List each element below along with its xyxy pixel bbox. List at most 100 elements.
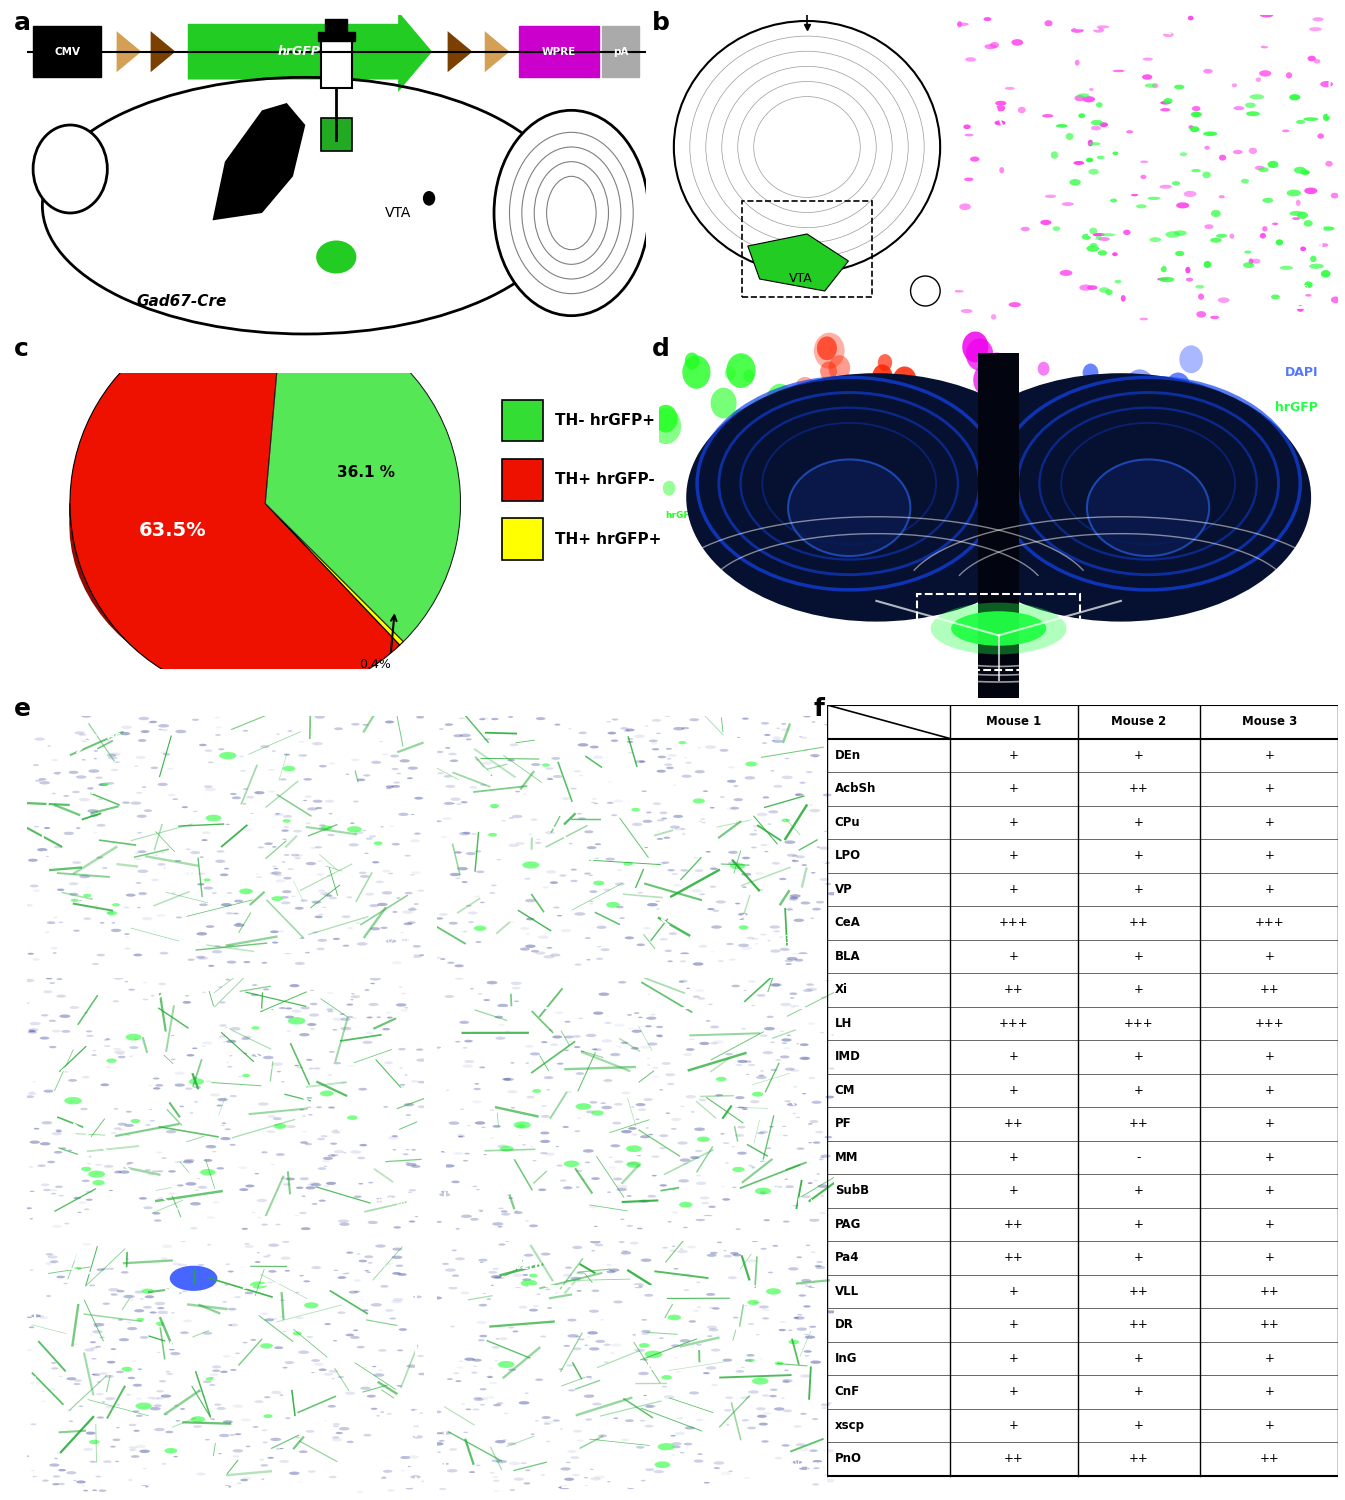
Ellipse shape (1139, 468, 1153, 484)
Ellipse shape (663, 837, 670, 839)
Ellipse shape (763, 1412, 772, 1414)
Ellipse shape (327, 1008, 334, 1011)
Ellipse shape (738, 918, 744, 920)
Ellipse shape (979, 381, 1003, 408)
Ellipse shape (648, 1134, 654, 1136)
Ellipse shape (312, 1203, 317, 1204)
Ellipse shape (500, 1278, 504, 1280)
Text: +++: +++ (999, 1017, 1029, 1031)
Ellipse shape (95, 1394, 104, 1395)
Ellipse shape (948, 453, 974, 483)
Ellipse shape (156, 1322, 164, 1326)
Ellipse shape (765, 1148, 772, 1149)
Ellipse shape (69, 771, 78, 774)
Ellipse shape (525, 898, 535, 903)
Ellipse shape (340, 1028, 351, 1030)
Ellipse shape (578, 732, 586, 734)
Ellipse shape (393, 1298, 403, 1302)
Ellipse shape (102, 867, 108, 868)
Wedge shape (265, 309, 460, 642)
Ellipse shape (617, 870, 623, 871)
Ellipse shape (1198, 294, 1204, 300)
Ellipse shape (204, 750, 213, 752)
Text: VP: VP (835, 884, 853, 896)
Ellipse shape (436, 918, 444, 920)
Ellipse shape (726, 354, 756, 388)
Ellipse shape (557, 915, 562, 916)
Ellipse shape (448, 753, 457, 756)
Ellipse shape (677, 1418, 683, 1419)
Ellipse shape (503, 1413, 508, 1414)
Ellipse shape (47, 1256, 58, 1258)
Ellipse shape (238, 1076, 243, 1077)
Ellipse shape (1260, 12, 1274, 18)
Text: IMD: IMD (835, 1050, 861, 1064)
Text: +: + (1134, 1419, 1143, 1432)
Ellipse shape (533, 1089, 541, 1094)
Text: b: b (652, 10, 670, 34)
Ellipse shape (324, 800, 334, 802)
Ellipse shape (508, 818, 514, 819)
Ellipse shape (252, 984, 257, 986)
Ellipse shape (385, 1062, 393, 1064)
Ellipse shape (418, 1082, 426, 1083)
Ellipse shape (377, 1200, 382, 1203)
Ellipse shape (685, 762, 693, 764)
Ellipse shape (1075, 94, 1084, 102)
Ellipse shape (1087, 459, 1209, 556)
Ellipse shape (479, 1066, 486, 1068)
Ellipse shape (725, 1053, 733, 1056)
Polygon shape (151, 32, 175, 72)
Ellipse shape (459, 1020, 469, 1025)
Ellipse shape (951, 413, 967, 432)
Text: 300 μm: 300 μm (374, 1460, 412, 1470)
Ellipse shape (621, 1041, 628, 1044)
Ellipse shape (515, 842, 525, 844)
Ellipse shape (656, 819, 664, 822)
Ellipse shape (382, 891, 393, 894)
Ellipse shape (464, 1154, 469, 1155)
Ellipse shape (56, 1131, 62, 1132)
Ellipse shape (609, 1166, 616, 1168)
Ellipse shape (522, 861, 539, 868)
Ellipse shape (367, 1262, 373, 1263)
Ellipse shape (373, 861, 379, 864)
Ellipse shape (363, 1310, 369, 1311)
Text: TH+ hrGFP-: TH+ hrGFP- (555, 472, 655, 488)
Ellipse shape (268, 1114, 276, 1118)
Ellipse shape (687, 1245, 695, 1248)
Ellipse shape (226, 912, 233, 915)
Text: +: + (1134, 1084, 1143, 1096)
Ellipse shape (43, 1190, 51, 1191)
Ellipse shape (153, 1088, 160, 1089)
Ellipse shape (613, 800, 623, 802)
Ellipse shape (775, 1059, 781, 1060)
Ellipse shape (811, 1101, 822, 1104)
Ellipse shape (200, 1046, 206, 1047)
Text: Xi: Xi (835, 984, 847, 996)
Ellipse shape (231, 796, 241, 800)
Ellipse shape (804, 1354, 810, 1356)
Ellipse shape (1061, 202, 1073, 206)
Ellipse shape (58, 1484, 65, 1485)
Ellipse shape (351, 1017, 356, 1019)
Ellipse shape (547, 1306, 553, 1310)
Ellipse shape (526, 1096, 534, 1098)
Ellipse shape (1255, 165, 1264, 170)
Ellipse shape (338, 1376, 344, 1378)
Ellipse shape (167, 768, 174, 770)
Ellipse shape (1229, 234, 1235, 238)
Text: +: + (1264, 1118, 1274, 1131)
Ellipse shape (98, 1490, 106, 1492)
Text: ++: ++ (1259, 1318, 1279, 1332)
Ellipse shape (198, 884, 204, 885)
Ellipse shape (802, 864, 807, 865)
Ellipse shape (783, 1047, 791, 1050)
Text: BLA: BLA (835, 950, 861, 963)
Text: +: + (1134, 884, 1143, 896)
Ellipse shape (624, 936, 633, 939)
Ellipse shape (1038, 362, 1049, 375)
Text: 300 μm: 300 μm (374, 1197, 412, 1208)
Ellipse shape (578, 774, 584, 777)
Ellipse shape (628, 1126, 636, 1130)
